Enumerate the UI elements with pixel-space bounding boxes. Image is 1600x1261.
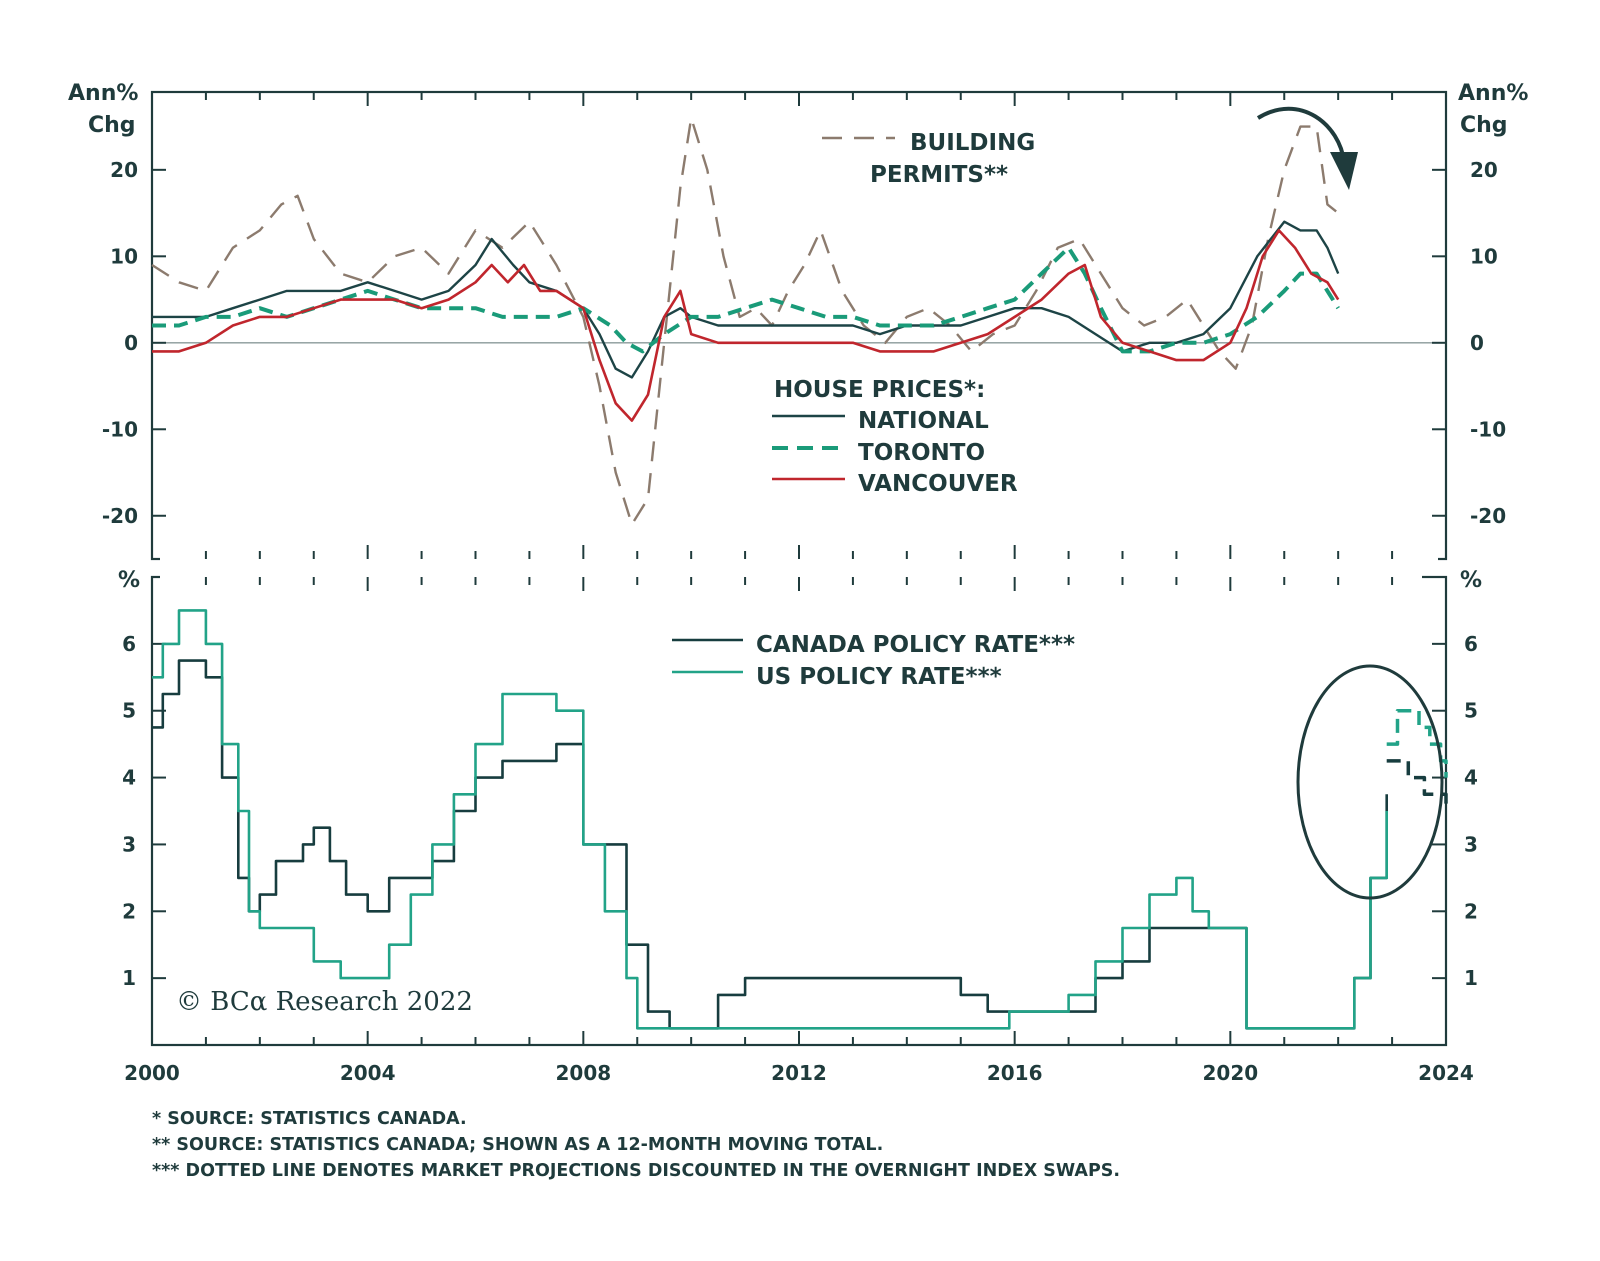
top-y-ticks: -20 -20 -10 -10 0 0 10 10 20 20: [102, 158, 1506, 528]
bottom-ytick-label-left: 3: [122, 832, 136, 856]
xtick-label-2008: 2008: [555, 1061, 611, 1085]
bottom-ytick-label-left: 4: [122, 766, 136, 790]
x-axis-labels: 2000 2004 2008 2012 2016 2020 2024: [124, 1061, 1474, 1085]
x-axis-ticks: [204, 92, 1394, 1045]
bottom-ytick-label-left: 1: [122, 966, 136, 990]
arrow-head: [1330, 152, 1358, 190]
series-line-toronto: [152, 245, 1340, 354]
bottom-unit-left: %: [118, 568, 140, 593]
footnote-2: ** SOURCE: STATISTICS CANADA; SHOWN AS A…: [152, 1135, 883, 1155]
arrow-curve: [1256, 106, 1346, 163]
footnote-3: *** DOTTED LINE DENOTES MARKET PROJECTIO…: [152, 1161, 1120, 1181]
bottom-y-ticks: 1 1 2 2 3 3 4 4 5 5 6 6: [122, 632, 1478, 990]
legend-house-prices-title: HOUSE PRICES*:: [774, 377, 985, 403]
bottom-ytick-label-right: 4: [1464, 766, 1478, 790]
legend-national-label: NATIONAL: [858, 408, 989, 434]
bottom-ytick-label-right: 2: [1464, 899, 1478, 923]
top-ytick-label-right: -10: [1470, 417, 1506, 441]
top-ytick-label-right: -20: [1470, 504, 1506, 528]
footnotes: * SOURCE: STATISTICS CANADA. ** SOURCE: …: [152, 1109, 1120, 1181]
xtick-label-2020: 2020: [1202, 1061, 1258, 1085]
xtick-label-2004: 2004: [340, 1061, 396, 1085]
ellipse-highlight: [1296, 664, 1444, 900]
bottom-ytick-label-right: 1: [1464, 966, 1478, 990]
series-line-national: [152, 220, 1340, 379]
top-unit-right-2: Chg: [1460, 113, 1508, 138]
top-ytick-label-left: 20: [110, 158, 138, 182]
top-ytick-label-left: 0: [124, 331, 138, 355]
top-ytick-label-left: -20: [102, 504, 138, 528]
bottom-ytick-label-left: 6: [122, 632, 136, 656]
footnote-1: * SOURCE: STATISTICS CANADA.: [152, 1109, 467, 1129]
bottom-ytick-label-right: 3: [1464, 832, 1478, 856]
bottom-frame-top-gap: [160, 571, 1422, 583]
watermark: © BCα Research 2022: [176, 987, 473, 1017]
legend-toronto-label: TORONTO: [858, 440, 985, 466]
top-ytick-label-left: 10: [110, 244, 138, 268]
bottom-ytick-label-right: 6: [1464, 632, 1478, 656]
bottom-ytick-label-left: 2: [122, 899, 136, 923]
series-line-building-permits: [151, 116, 1339, 526]
legend-house-prices: HOUSE PRICES*: NATIONAL TORONTO VANCOUVE…: [772, 377, 1018, 497]
legend-canada-label: CANADA POLICY RATE***: [756, 632, 1075, 658]
legend-vancouver-label: VANCOUVER: [858, 471, 1018, 497]
legend-permits: BUILDING PERMITS**: [822, 130, 1035, 188]
legend-us-label: US POLICY RATE***: [756, 664, 1002, 690]
bottom-unit-right: %: [1460, 568, 1482, 593]
xtick-label-2000: 2000: [124, 1061, 180, 1085]
top-ytick-label-right: 10: [1470, 244, 1498, 268]
top-unit-left-1: Ann%: [68, 81, 138, 106]
top-ytick-label-left: -10: [102, 417, 138, 441]
xtick-label-2012: 2012: [771, 1061, 827, 1085]
top-panel: -20 -20 -10 -10 0 0 10 10 20 20 Ann% Chg Ann% Chg…: [68, 81, 1528, 565]
top-unit-right-1: Ann%: [1458, 81, 1528, 106]
top-ytick-label-right: 0: [1470, 331, 1484, 355]
xtick-label-2016: 2016: [987, 1061, 1043, 1085]
bottom-panel: 1 1 2 2 3 3 4 4 5 5 6 6 % % CANADA POLICY RATE*** U…: [118, 92, 1482, 1047]
xtick-label-2024: 2024: [1418, 1061, 1474, 1085]
series-line-canada-policy-rate: [152, 659, 1388, 1030]
top-unit-left-2: Chg: [88, 113, 136, 138]
legend-permits-label-2: PERMITS**: [870, 162, 1008, 188]
legend-policy-rates: CANADA POLICY RATE*** US POLICY RATE***: [672, 632, 1075, 690]
arrow-down-icon: [1256, 106, 1358, 190]
bottom-ytick-label-right: 5: [1464, 699, 1478, 723]
legend-permits-label-1: BUILDING: [910, 130, 1035, 156]
series-line-canada-policy-rate-projection: [1386, 759, 1448, 811]
series-line-us-policy-rate: [152, 609, 1388, 1030]
top-ytick-label-right: 20: [1470, 158, 1498, 182]
bottom-ytick-label-left: 5: [122, 699, 136, 723]
top-series-group: [151, 116, 1340, 526]
series-line-vancouver: [152, 229, 1340, 422]
